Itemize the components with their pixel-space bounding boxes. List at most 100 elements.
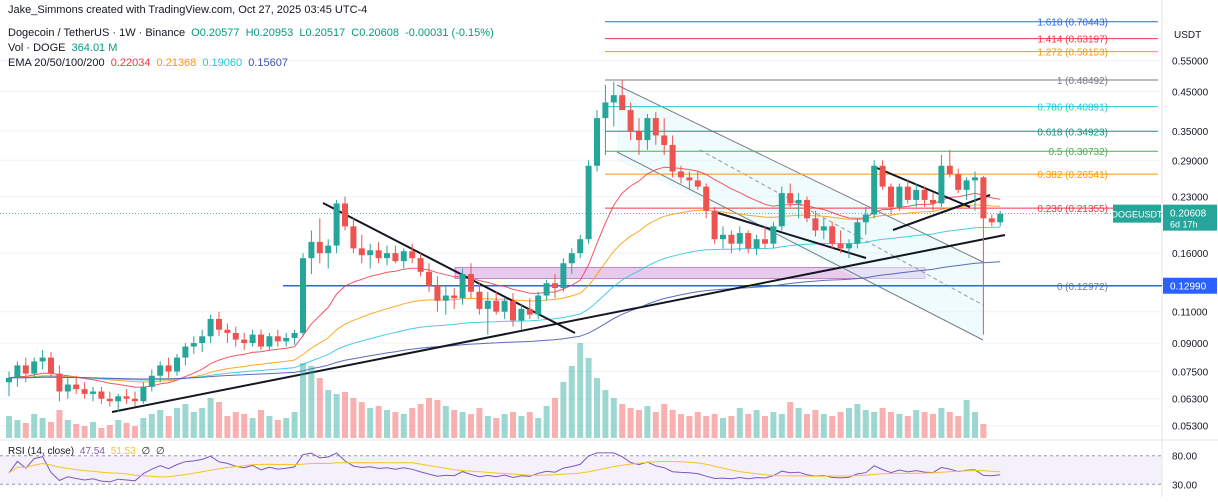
volume-bar bbox=[484, 416, 491, 438]
candle-body bbox=[728, 234, 735, 244]
candle-body bbox=[652, 118, 659, 136]
candle-body bbox=[661, 135, 668, 145]
candle-body bbox=[484, 300, 491, 309]
volume-bar bbox=[904, 416, 911, 438]
candle-body bbox=[543, 283, 550, 296]
ohlc-close: C0.20608 bbox=[351, 27, 400, 39]
ohlc-high: H0.20953 bbox=[245, 27, 294, 39]
volume-bar bbox=[31, 414, 38, 438]
candle-body bbox=[854, 222, 861, 244]
rsi-legend[interactable]: RSI (14, close) 47.54 51.53 ∅ ∅ bbox=[8, 446, 165, 457]
symbol-line[interactable]: Dogecoin / TetherUS · 1W · Binance O0.20… bbox=[8, 27, 494, 39]
candle-body bbox=[955, 174, 962, 190]
candle-body bbox=[871, 165, 878, 215]
candle-body bbox=[375, 250, 382, 259]
wedge-lower-trendline bbox=[892, 194, 991, 231]
symbol-tag-label: DOGEUSDT bbox=[1111, 210, 1163, 220]
candle-body bbox=[308, 241, 315, 259]
volume-bar bbox=[73, 424, 80, 438]
volume-bar bbox=[56, 410, 63, 438]
candle-body bbox=[64, 384, 71, 392]
volume-bar bbox=[207, 398, 214, 438]
candle-body bbox=[837, 243, 844, 249]
candle-body bbox=[720, 234, 726, 240]
candle-body bbox=[182, 346, 189, 358]
rsi-tick-label: 30.00 bbox=[1172, 480, 1197, 491]
candle-body bbox=[157, 365, 164, 376]
ohlc-open: O0.20577 bbox=[191, 27, 240, 39]
support-price-tag-bg bbox=[1163, 277, 1217, 294]
fib-level-label: 0.382 (0.26541) bbox=[1037, 170, 1108, 181]
volume-bar bbox=[980, 424, 987, 438]
volume-bar bbox=[400, 414, 407, 438]
candle-body bbox=[384, 253, 390, 259]
ema-legend[interactable]: EMA 20/50/100/200 0.22034 0.21368 0.1906… bbox=[8, 57, 288, 69]
volume-bar bbox=[367, 408, 374, 438]
volume-bar bbox=[182, 404, 189, 438]
volume-bar bbox=[199, 408, 206, 438]
volume-bar bbox=[409, 408, 416, 438]
volume-bar bbox=[762, 416, 768, 438]
symbol-name[interactable]: Dogecoin / TetherUS · 1W · Binance bbox=[8, 27, 186, 39]
channel-mid-line bbox=[699, 149, 984, 306]
y-tick-label: 0.45000 bbox=[1172, 88, 1209, 99]
candle-body bbox=[753, 239, 760, 249]
candle-body bbox=[39, 357, 46, 362]
channel-fill bbox=[617, 85, 983, 340]
last-price-countdown: 6d 17h bbox=[1170, 220, 1198, 230]
volume-bar bbox=[627, 408, 634, 438]
candle-body bbox=[594, 118, 600, 166]
volume-bar bbox=[493, 418, 500, 438]
volume-bar bbox=[955, 416, 962, 438]
candle-body bbox=[73, 384, 80, 390]
volume-bar bbox=[308, 366, 315, 438]
volume-bar bbox=[577, 343, 584, 438]
volume-bar bbox=[728, 416, 735, 438]
fib-level-label: 1.414 (0.63197) bbox=[1037, 35, 1108, 46]
candle-body bbox=[745, 233, 752, 249]
volume-legend[interactable]: Vol · DOGE 364.01 M bbox=[8, 42, 117, 54]
candle-body bbox=[342, 203, 348, 227]
candle-body bbox=[451, 295, 458, 299]
volume-bar bbox=[148, 414, 155, 438]
volume-bar bbox=[375, 406, 382, 438]
candle-body bbox=[224, 329, 231, 333]
candle-body bbox=[426, 271, 432, 286]
candle-body bbox=[291, 332, 298, 338]
volume-bar bbox=[669, 410, 676, 438]
candle-body bbox=[216, 318, 222, 330]
candle-body bbox=[367, 250, 374, 256]
volume-bar bbox=[22, 423, 29, 438]
candle-body bbox=[921, 189, 928, 200]
candle-body bbox=[283, 337, 290, 342]
rsi-extra-2: ∅ bbox=[156, 446, 165, 457]
volume-bar bbox=[526, 412, 533, 438]
candle-body bbox=[358, 248, 365, 256]
ema-label: EMA 20/50/100/200 bbox=[8, 57, 105, 69]
candle-body bbox=[686, 177, 693, 181]
candle-body bbox=[501, 300, 508, 312]
candle-body bbox=[804, 199, 810, 219]
volume-value: 364.01 M bbox=[71, 42, 118, 54]
candle-body bbox=[48, 357, 54, 374]
y-tick-label: 0.06300 bbox=[1172, 395, 1209, 406]
rsi-band bbox=[0, 455, 1162, 485]
volume-bar bbox=[358, 402, 365, 438]
volume-bar bbox=[585, 358, 592, 438]
volume-bar bbox=[820, 414, 827, 438]
volume-bar bbox=[560, 382, 567, 438]
volume-bar bbox=[854, 404, 861, 438]
volume-bar bbox=[795, 408, 802, 438]
volume-bar bbox=[535, 418, 542, 438]
volume-bar bbox=[426, 398, 432, 438]
candle-body bbox=[274, 336, 281, 342]
volume-bar bbox=[300, 363, 306, 438]
candle-body bbox=[980, 177, 987, 219]
channel-lower-line bbox=[616, 151, 984, 341]
candle-body bbox=[778, 193, 785, 227]
ema-200-value: 0.15607 bbox=[248, 57, 288, 69]
candle-body bbox=[325, 245, 332, 254]
volume-bar bbox=[619, 404, 626, 438]
candle-body bbox=[232, 332, 239, 340]
